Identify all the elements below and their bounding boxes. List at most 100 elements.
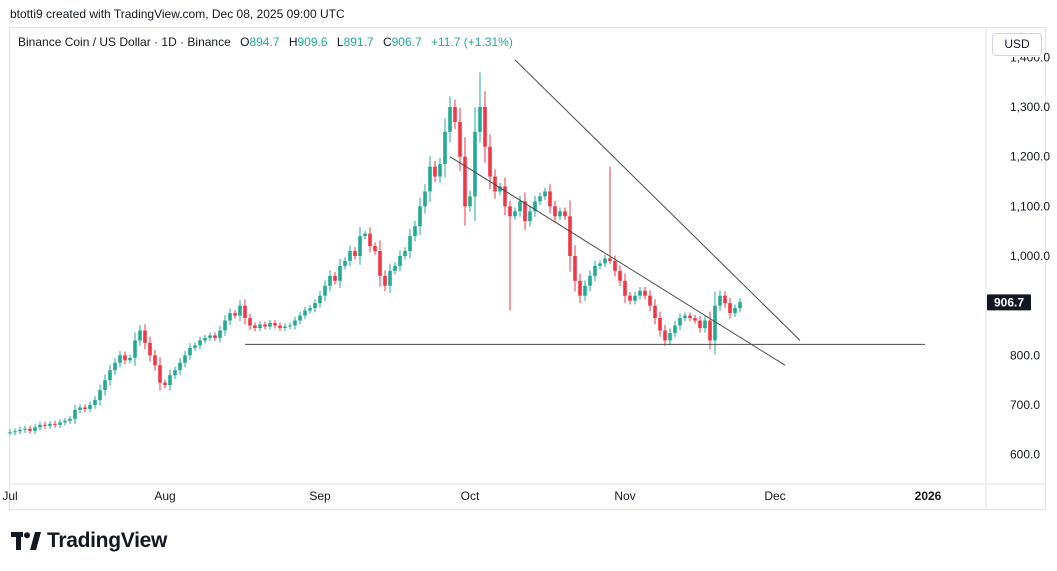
x-tick-label: Aug (154, 489, 175, 503)
candle-body (323, 285, 327, 296)
candle-body (198, 340, 202, 346)
candle-body (678, 318, 682, 326)
candle-body (238, 305, 242, 316)
candle-body (333, 275, 337, 281)
candle-body (358, 236, 362, 256)
y-tick-label: 1,300.0 (1010, 100, 1050, 114)
x-tick-label: 2026 (915, 489, 942, 503)
candle-body (493, 176, 497, 192)
candle-body (648, 295, 652, 306)
candle-body (623, 280, 627, 296)
candle-body (83, 407, 87, 409)
candle-body (533, 201, 537, 212)
candle-body (593, 265, 597, 276)
y-tick-label: 1,200.0 (1010, 150, 1050, 164)
candle-body (128, 357, 132, 361)
candle-body (683, 315, 687, 319)
candle-body (148, 342, 152, 356)
candle-body (488, 146, 492, 177)
candle-body (503, 186, 507, 207)
y-tick-label: 600.0 (1010, 448, 1040, 462)
currency-button[interactable]: USD (992, 33, 1042, 56)
chart-frame (9, 27, 1046, 510)
candle-body (108, 370, 112, 381)
candle-body (228, 313, 232, 321)
candle-body (618, 270, 622, 281)
candle-body (388, 270, 392, 286)
candle-body (283, 326, 287, 328)
candle-body (288, 325, 292, 327)
candle-body (653, 305, 657, 319)
candle-body (453, 107, 457, 122)
candle-body (98, 390, 102, 400)
tradingview-logo[interactable]: TradingView (11, 529, 167, 553)
candle-body (408, 236, 412, 252)
candle-body (208, 335, 212, 338)
candle-body (423, 191, 427, 207)
x-tick-label: Nov (614, 489, 635, 503)
close-value: 906.7 (391, 35, 422, 49)
candle-body (638, 290, 642, 296)
candle-body (318, 295, 322, 304)
candle-body (498, 186, 502, 192)
candle-body (478, 107, 482, 132)
candle-body (88, 404, 92, 409)
candle-body (218, 330, 222, 338)
candle-body (33, 427, 37, 431)
upper-trendline[interactable] (514, 59, 801, 341)
candle-body (123, 355, 127, 361)
last-price-tag (987, 294, 1031, 311)
candle-body (628, 295, 632, 301)
candle-body (363, 233, 367, 237)
candle-body (663, 330, 667, 341)
candle-body (143, 330, 147, 343)
candle-body (613, 260, 617, 271)
candle-body (53, 423, 57, 425)
candle-body (168, 375, 172, 386)
candle-body (418, 206, 422, 227)
y-tick-label: 700.0 (1010, 398, 1040, 412)
candle-body (633, 295, 637, 301)
candle-body (538, 196, 542, 202)
candle-body (273, 323, 277, 326)
x-tick-label: Jul (2, 489, 17, 503)
candle-body (223, 320, 227, 331)
candle-body (413, 226, 417, 237)
candle-body (393, 265, 397, 271)
candle-body (348, 251, 352, 261)
candle-body (558, 211, 562, 217)
x-tick-label: Dec (764, 489, 785, 503)
candle-body (313, 303, 317, 309)
open-label: O (240, 35, 250, 49)
candle-body (433, 166, 437, 177)
candle-body (353, 251, 357, 256)
candle-body (403, 251, 407, 256)
candle-body (573, 255, 577, 281)
candle-body (243, 305, 247, 319)
low-value: 891.7 (343, 35, 374, 49)
lower-trendline[interactable] (449, 156, 786, 366)
candle-body (548, 191, 552, 207)
candle-body (428, 166, 432, 192)
candle-body (328, 275, 332, 286)
candle-body (28, 428, 32, 431)
candle-body (173, 370, 177, 376)
candle-body (673, 325, 677, 333)
candle-body (268, 323, 272, 327)
candle-body (603, 258, 607, 264)
candle-body (303, 310, 307, 316)
candle-body (118, 355, 122, 363)
candle-body (308, 308, 312, 311)
close-label: C (382, 35, 392, 49)
candle-body (338, 265, 342, 281)
candle-body (703, 320, 707, 328)
y-tick-label: 800.0 (1010, 348, 1040, 362)
candle-body (103, 380, 107, 391)
candle-body (523, 201, 527, 222)
candle-body (643, 290, 647, 296)
candle-body (38, 424, 42, 428)
candle-body (73, 409, 77, 419)
candle-body (738, 302, 742, 309)
candle-body (708, 320, 712, 341)
